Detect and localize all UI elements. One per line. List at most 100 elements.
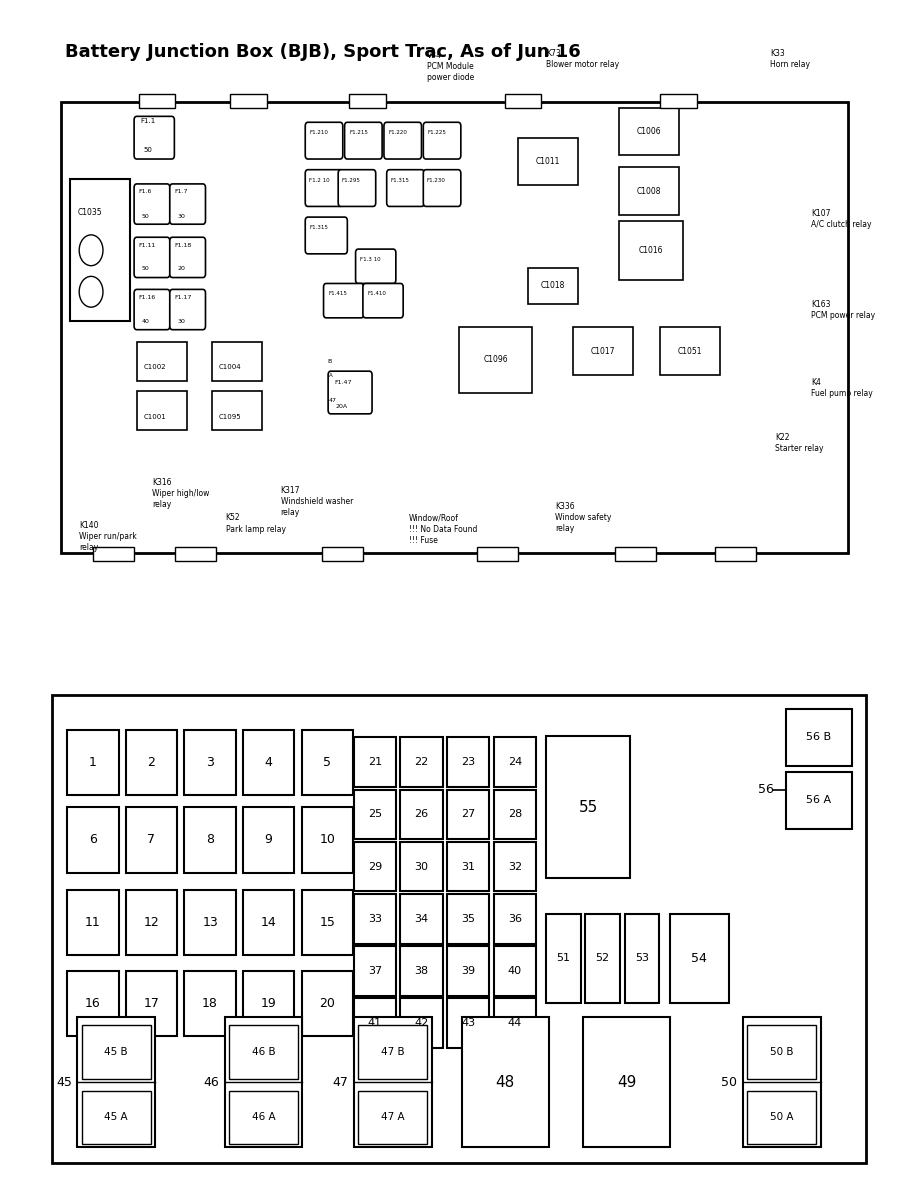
Text: F1.3 10: F1.3 10 bbox=[360, 257, 381, 261]
Bar bbox=[243, 731, 295, 796]
Text: F1.215: F1.215 bbox=[349, 131, 368, 135]
Text: C1004: C1004 bbox=[218, 364, 241, 369]
Text: 47 A: 47 A bbox=[381, 1112, 405, 1123]
Bar bbox=[353, 893, 396, 943]
Bar bbox=[747, 1025, 816, 1079]
Bar bbox=[126, 731, 177, 796]
Bar bbox=[67, 971, 118, 1036]
Text: 16: 16 bbox=[85, 997, 101, 1010]
Text: 18: 18 bbox=[202, 997, 218, 1010]
Text: 50 A: 50 A bbox=[770, 1112, 793, 1123]
Text: 20A: 20A bbox=[335, 404, 348, 409]
Text: C1016: C1016 bbox=[639, 246, 664, 254]
Bar bbox=[447, 738, 489, 788]
Bar bbox=[126, 808, 177, 872]
Text: Battery Junction Box (BJB), Sport Trac, As of Jun 16: Battery Junction Box (BJB), Sport Trac, … bbox=[65, 43, 581, 61]
Bar bbox=[126, 890, 177, 955]
Text: C1018: C1018 bbox=[541, 282, 565, 290]
Text: 55: 55 bbox=[578, 800, 598, 815]
Bar bbox=[175, 546, 217, 561]
Bar bbox=[619, 221, 683, 280]
Bar bbox=[447, 998, 489, 1048]
Bar bbox=[494, 790, 536, 840]
FancyBboxPatch shape bbox=[384, 122, 421, 159]
Text: 6: 6 bbox=[89, 834, 96, 846]
Bar bbox=[747, 1091, 816, 1144]
Bar bbox=[353, 998, 396, 1048]
Text: F1.315: F1.315 bbox=[309, 225, 329, 230]
Bar bbox=[77, 1017, 155, 1148]
Text: 47 B: 47 B bbox=[381, 1047, 405, 1057]
Text: 15: 15 bbox=[319, 916, 335, 929]
Text: 12: 12 bbox=[143, 916, 160, 929]
Text: 50: 50 bbox=[141, 266, 149, 271]
Text: 13: 13 bbox=[202, 916, 218, 929]
FancyBboxPatch shape bbox=[338, 170, 375, 207]
Bar bbox=[528, 268, 578, 304]
Bar bbox=[82, 1091, 151, 1144]
Text: F1.18: F1.18 bbox=[174, 242, 192, 248]
Text: 56 B: 56 B bbox=[806, 733, 831, 742]
Text: 10: 10 bbox=[319, 834, 335, 846]
Text: F1.415: F1.415 bbox=[328, 291, 347, 296]
Bar bbox=[400, 738, 442, 788]
Bar bbox=[624, 914, 659, 1003]
FancyBboxPatch shape bbox=[306, 217, 347, 254]
Text: 31: 31 bbox=[461, 861, 476, 872]
Bar bbox=[400, 790, 442, 840]
Bar bbox=[358, 1025, 427, 1079]
Bar bbox=[546, 737, 630, 878]
Text: 39: 39 bbox=[461, 966, 476, 975]
Text: 42: 42 bbox=[414, 1018, 429, 1028]
Bar bbox=[67, 731, 118, 796]
Bar bbox=[459, 328, 532, 392]
Bar bbox=[67, 808, 118, 872]
Text: 50: 50 bbox=[722, 1076, 737, 1089]
Text: 45 A: 45 A bbox=[105, 1112, 129, 1123]
Text: Window/Roof
!!! No Data Found
!!! Fuse: Window/Roof !!! No Data Found !!! Fuse bbox=[409, 513, 477, 544]
Text: 7: 7 bbox=[148, 834, 155, 846]
Bar bbox=[353, 1017, 431, 1148]
Text: 50 B: 50 B bbox=[770, 1047, 793, 1057]
Bar bbox=[400, 893, 442, 943]
Bar bbox=[185, 890, 236, 955]
Text: 1: 1 bbox=[89, 757, 96, 770]
FancyBboxPatch shape bbox=[306, 122, 342, 159]
Text: 56 A: 56 A bbox=[806, 795, 831, 805]
Bar bbox=[715, 546, 756, 561]
Bar bbox=[353, 842, 396, 891]
Bar bbox=[546, 914, 581, 1003]
Bar bbox=[358, 1091, 427, 1144]
Text: 50: 50 bbox=[141, 214, 149, 220]
Bar bbox=[126, 971, 177, 1036]
Text: 32: 32 bbox=[508, 861, 522, 872]
Text: 46: 46 bbox=[204, 1076, 219, 1089]
Text: 46 B: 46 B bbox=[252, 1047, 275, 1057]
Text: 11: 11 bbox=[85, 916, 101, 929]
Text: F1.1: F1.1 bbox=[140, 119, 156, 125]
Bar bbox=[494, 893, 536, 943]
Bar bbox=[743, 1017, 821, 1148]
Bar bbox=[494, 842, 536, 891]
Text: 45 B: 45 B bbox=[105, 1047, 129, 1057]
Bar bbox=[225, 1017, 303, 1148]
Bar bbox=[302, 971, 353, 1036]
Text: 4: 4 bbox=[264, 757, 273, 770]
Bar bbox=[786, 772, 852, 829]
Text: 22: 22 bbox=[414, 757, 429, 767]
Bar bbox=[400, 998, 442, 1048]
Bar bbox=[400, 946, 442, 996]
Bar bbox=[447, 893, 489, 943]
Bar bbox=[243, 808, 295, 872]
Text: V34
PCM Module
power diode: V34 PCM Module power diode bbox=[427, 51, 475, 82]
Text: 36: 36 bbox=[508, 914, 521, 924]
Text: 45: 45 bbox=[56, 1076, 72, 1089]
Text: 23: 23 bbox=[461, 757, 476, 767]
Text: C1051: C1051 bbox=[677, 347, 702, 355]
Text: 54: 54 bbox=[691, 952, 707, 965]
Bar bbox=[400, 842, 442, 891]
Text: C1006: C1006 bbox=[636, 127, 661, 137]
Text: 44: 44 bbox=[508, 1018, 522, 1028]
Text: 9: 9 bbox=[264, 834, 273, 846]
Bar bbox=[51, 695, 867, 1163]
